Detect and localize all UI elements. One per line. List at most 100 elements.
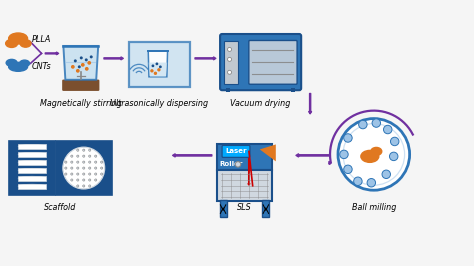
Circle shape bbox=[90, 55, 93, 58]
FancyBboxPatch shape bbox=[249, 40, 297, 84]
Ellipse shape bbox=[6, 59, 17, 66]
Ellipse shape bbox=[371, 147, 382, 155]
Bar bbox=[18, 168, 46, 173]
Circle shape bbox=[71, 65, 75, 69]
Bar bbox=[263, 200, 269, 217]
Text: Scaffold: Scaffold bbox=[44, 203, 76, 212]
Text: Vacuum drying: Vacuum drying bbox=[230, 99, 291, 108]
Ellipse shape bbox=[18, 152, 46, 156]
Circle shape bbox=[89, 167, 91, 169]
Circle shape bbox=[82, 149, 85, 151]
Circle shape bbox=[154, 72, 157, 75]
Circle shape bbox=[100, 161, 103, 163]
Circle shape bbox=[89, 149, 91, 151]
Circle shape bbox=[85, 67, 89, 71]
Ellipse shape bbox=[20, 40, 31, 47]
Circle shape bbox=[71, 179, 73, 181]
Circle shape bbox=[65, 167, 67, 169]
Circle shape bbox=[77, 167, 79, 169]
Ellipse shape bbox=[6, 39, 18, 47]
Circle shape bbox=[344, 165, 352, 173]
Bar bbox=[226, 88, 230, 92]
Bar bbox=[291, 88, 295, 92]
Circle shape bbox=[82, 173, 85, 175]
Text: CNTs: CNTs bbox=[32, 62, 51, 71]
Circle shape bbox=[354, 177, 362, 185]
Circle shape bbox=[80, 56, 83, 59]
Bar bbox=[18, 160, 46, 165]
Circle shape bbox=[383, 125, 392, 134]
Circle shape bbox=[65, 161, 67, 163]
Polygon shape bbox=[148, 51, 168, 77]
Ellipse shape bbox=[18, 184, 46, 188]
Polygon shape bbox=[64, 46, 98, 80]
Circle shape bbox=[85, 58, 88, 61]
Text: Ultrasonically dispersing: Ultrasonically dispersing bbox=[110, 99, 209, 108]
Ellipse shape bbox=[18, 160, 46, 164]
Ellipse shape bbox=[18, 144, 46, 148]
Circle shape bbox=[340, 150, 348, 159]
Circle shape bbox=[95, 167, 97, 169]
Text: Magnetically stirring: Magnetically stirring bbox=[40, 99, 122, 108]
FancyBboxPatch shape bbox=[56, 141, 112, 195]
Circle shape bbox=[77, 173, 79, 175]
FancyBboxPatch shape bbox=[224, 41, 238, 84]
Circle shape bbox=[155, 63, 158, 65]
Ellipse shape bbox=[18, 176, 46, 180]
Polygon shape bbox=[148, 63, 167, 77]
Circle shape bbox=[157, 68, 161, 72]
FancyBboxPatch shape bbox=[222, 146, 250, 157]
Circle shape bbox=[71, 155, 73, 157]
Ellipse shape bbox=[361, 150, 379, 162]
Bar bbox=[18, 184, 46, 189]
Circle shape bbox=[343, 124, 405, 185]
Circle shape bbox=[63, 147, 105, 189]
Text: SLS: SLS bbox=[237, 203, 252, 212]
Circle shape bbox=[338, 119, 410, 190]
Ellipse shape bbox=[9, 62, 27, 71]
Bar bbox=[219, 200, 227, 217]
Circle shape bbox=[95, 161, 97, 163]
Ellipse shape bbox=[18, 168, 46, 172]
Circle shape bbox=[95, 173, 97, 175]
Text: PLLA: PLLA bbox=[32, 35, 51, 44]
Circle shape bbox=[65, 173, 67, 175]
FancyBboxPatch shape bbox=[217, 170, 272, 201]
Circle shape bbox=[82, 185, 85, 187]
Circle shape bbox=[82, 179, 85, 181]
Circle shape bbox=[77, 149, 79, 151]
Text: Roller: Roller bbox=[219, 161, 243, 167]
Circle shape bbox=[71, 173, 73, 175]
Polygon shape bbox=[260, 144, 276, 161]
Circle shape bbox=[372, 119, 381, 127]
Ellipse shape bbox=[19, 60, 29, 66]
Bar bbox=[18, 144, 46, 149]
Text: Ball milling: Ball milling bbox=[352, 203, 396, 212]
Circle shape bbox=[344, 134, 352, 142]
Circle shape bbox=[87, 61, 91, 65]
Circle shape bbox=[81, 63, 85, 67]
Circle shape bbox=[100, 173, 103, 175]
Circle shape bbox=[78, 65, 81, 68]
FancyBboxPatch shape bbox=[220, 34, 301, 90]
Circle shape bbox=[367, 178, 375, 187]
Circle shape bbox=[82, 161, 85, 163]
Circle shape bbox=[228, 47, 231, 51]
Circle shape bbox=[76, 69, 80, 73]
Circle shape bbox=[82, 167, 85, 169]
Circle shape bbox=[71, 161, 73, 163]
Circle shape bbox=[89, 161, 91, 163]
Circle shape bbox=[77, 155, 79, 157]
Bar bbox=[18, 176, 46, 181]
Circle shape bbox=[152, 64, 155, 67]
Circle shape bbox=[359, 120, 367, 129]
Circle shape bbox=[235, 162, 241, 167]
Circle shape bbox=[382, 170, 391, 178]
FancyBboxPatch shape bbox=[9, 141, 55, 195]
Text: Laser: Laser bbox=[225, 148, 247, 154]
Circle shape bbox=[95, 179, 97, 181]
Circle shape bbox=[95, 155, 97, 157]
Circle shape bbox=[390, 152, 398, 161]
Circle shape bbox=[228, 70, 231, 74]
Circle shape bbox=[391, 137, 399, 146]
